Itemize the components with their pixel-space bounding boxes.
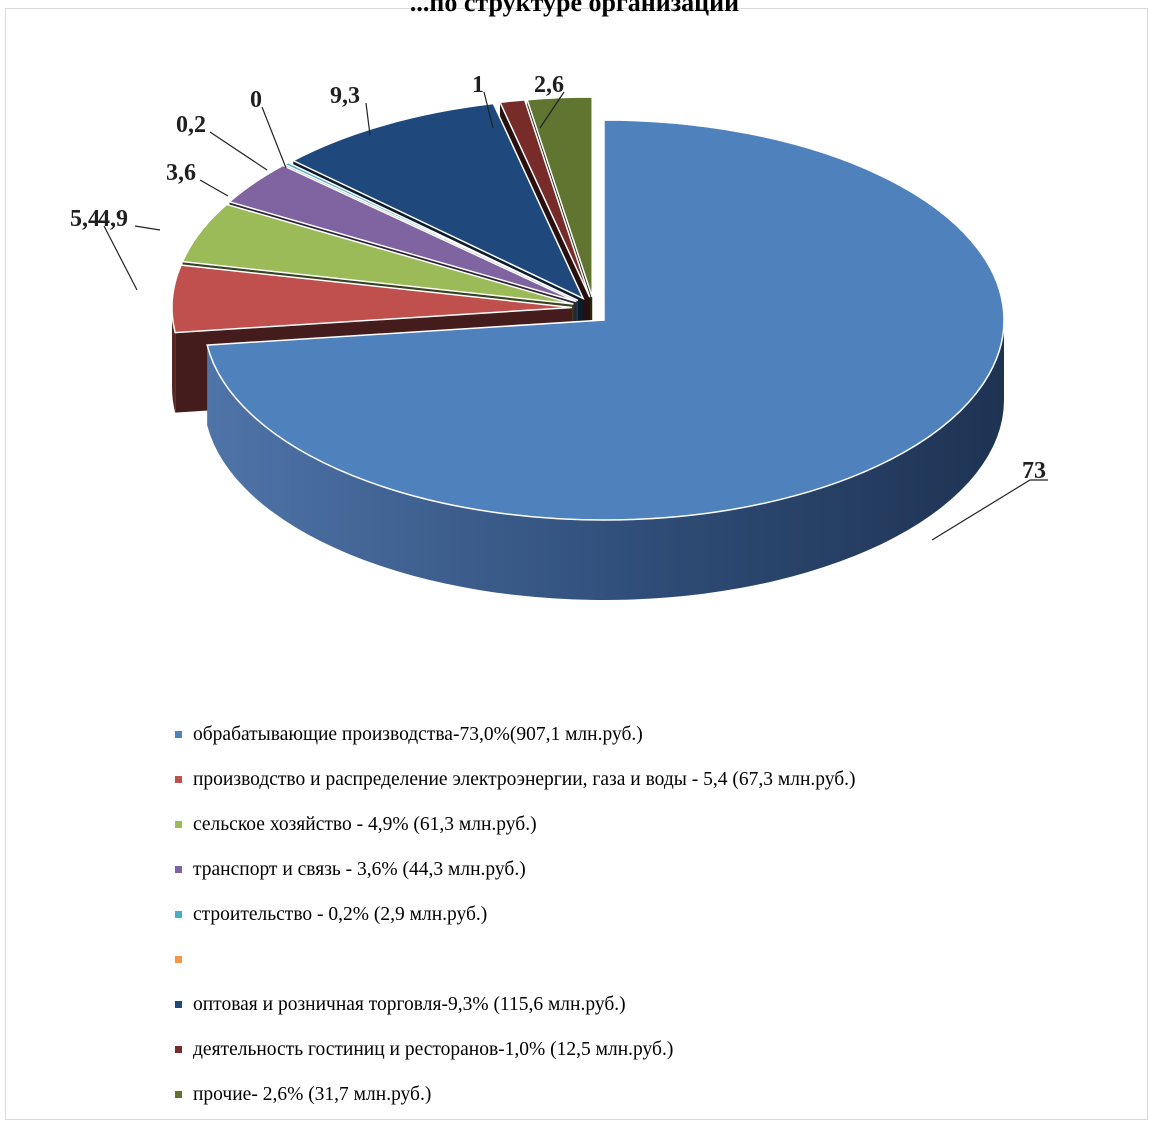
legend-swatch	[175, 731, 182, 738]
leader-line-3	[199, 179, 229, 197]
legend-item-2: сельское хозяйство - 4,9% (61,3 млн.руб.…	[175, 802, 856, 847]
pie-side-1	[172, 307, 176, 413]
leader-line-7	[483, 91, 494, 129]
legend-swatch	[175, 1001, 182, 1008]
chart-title: ...по структуре организаций	[409, 0, 740, 17]
legend-label: оптовая и розничная торговля-9,3% (115,6…	[193, 993, 626, 1015]
legend-swatch	[175, 911, 182, 918]
legend-swatch	[175, 1046, 182, 1053]
legend-label: прочие- 2,6% (31,7 млн.руб.)	[193, 1083, 432, 1105]
data-label-7: 1	[472, 72, 484, 98]
legend-item-0: обрабатывающие производства-73,0%(907,1 …	[175, 712, 856, 757]
pie-slice-2	[181, 203, 574, 305]
pie-slice-6	[291, 102, 585, 301]
legend-label: строительство - 0,2% (2,9 млн.руб.)	[193, 903, 488, 925]
legend-item-6: оптовая и розничная торговля-9,3% (115,6…	[175, 982, 856, 1027]
leader-line-4	[209, 131, 268, 171]
data-label-6: 9,3	[330, 83, 360, 109]
data-label-4: 0,2	[176, 112, 206, 138]
data-label-2: 4,9	[98, 206, 128, 232]
legend-label: деятельность гостиниц и ресторанов-1,0% …	[193, 1038, 674, 1060]
pie-side-0	[207, 320, 1005, 601]
legend-swatch	[175, 776, 182, 783]
legend-swatch	[175, 866, 182, 873]
pie-slice-3	[227, 164, 577, 303]
legend: обрабатывающие производства-73,0%(907,1 …	[175, 712, 856, 1117]
leader-line-0	[931, 479, 1048, 541]
data-label-5: 0	[250, 87, 262, 113]
leader-line-8	[539, 91, 565, 129]
leader-line-5	[261, 106, 287, 169]
legend-item-5	[175, 937, 856, 982]
legend-swatch	[175, 1091, 182, 1098]
legend-label: сельское хозяйство - 4,9% (61,3 млн.руб.…	[193, 813, 537, 835]
legend-item-4: строительство - 0,2% (2,9 млн.руб.)	[175, 892, 856, 937]
legend-item-7: деятельность гостиниц и ресторанов-1,0% …	[175, 1027, 856, 1072]
leader-line-6	[365, 102, 371, 136]
leader-line-2	[134, 225, 161, 231]
legend-label: транспорт и связь - 3,6% (44,3 млн.руб.)	[193, 858, 526, 880]
data-label-3: 3,6	[166, 160, 196, 186]
pie-slice-0	[206, 119, 1005, 521]
legend-item-1: производство и распределение электроэнер…	[175, 757, 856, 802]
data-label-0: 73	[1022, 458, 1046, 484]
pie-chart: 73 5,44,9 3,6 0,2 0 9,3 1 2,6	[70, 72, 1048, 601]
legend-label: производство и распределение электроэнер…	[193, 768, 856, 790]
leader-line-1	[103, 225, 138, 291]
leader-lines	[103, 91, 1048, 541]
legend-label: обрабатывающие производства-73,0%(907,1 …	[193, 723, 643, 745]
data-labels: 73 5,44,9 3,6 0,2 0 9,3 1 2,6	[70, 72, 1046, 484]
data-label-1: 5,4	[70, 206, 100, 232]
pie-slice-7	[498, 99, 591, 298]
legend-item-3: транспорт и связь - 3,6% (44,3 млн.руб.)	[175, 847, 856, 892]
data-label-8: 2,6	[534, 72, 564, 98]
pie-tops	[171, 96, 1005, 521]
legend-swatch	[175, 956, 182, 963]
legend-item-8: прочие- 2,6% (31,7 млн.руб.)	[175, 1072, 856, 1117]
legend-swatch	[175, 821, 182, 828]
pie-slice-1	[171, 264, 573, 334]
